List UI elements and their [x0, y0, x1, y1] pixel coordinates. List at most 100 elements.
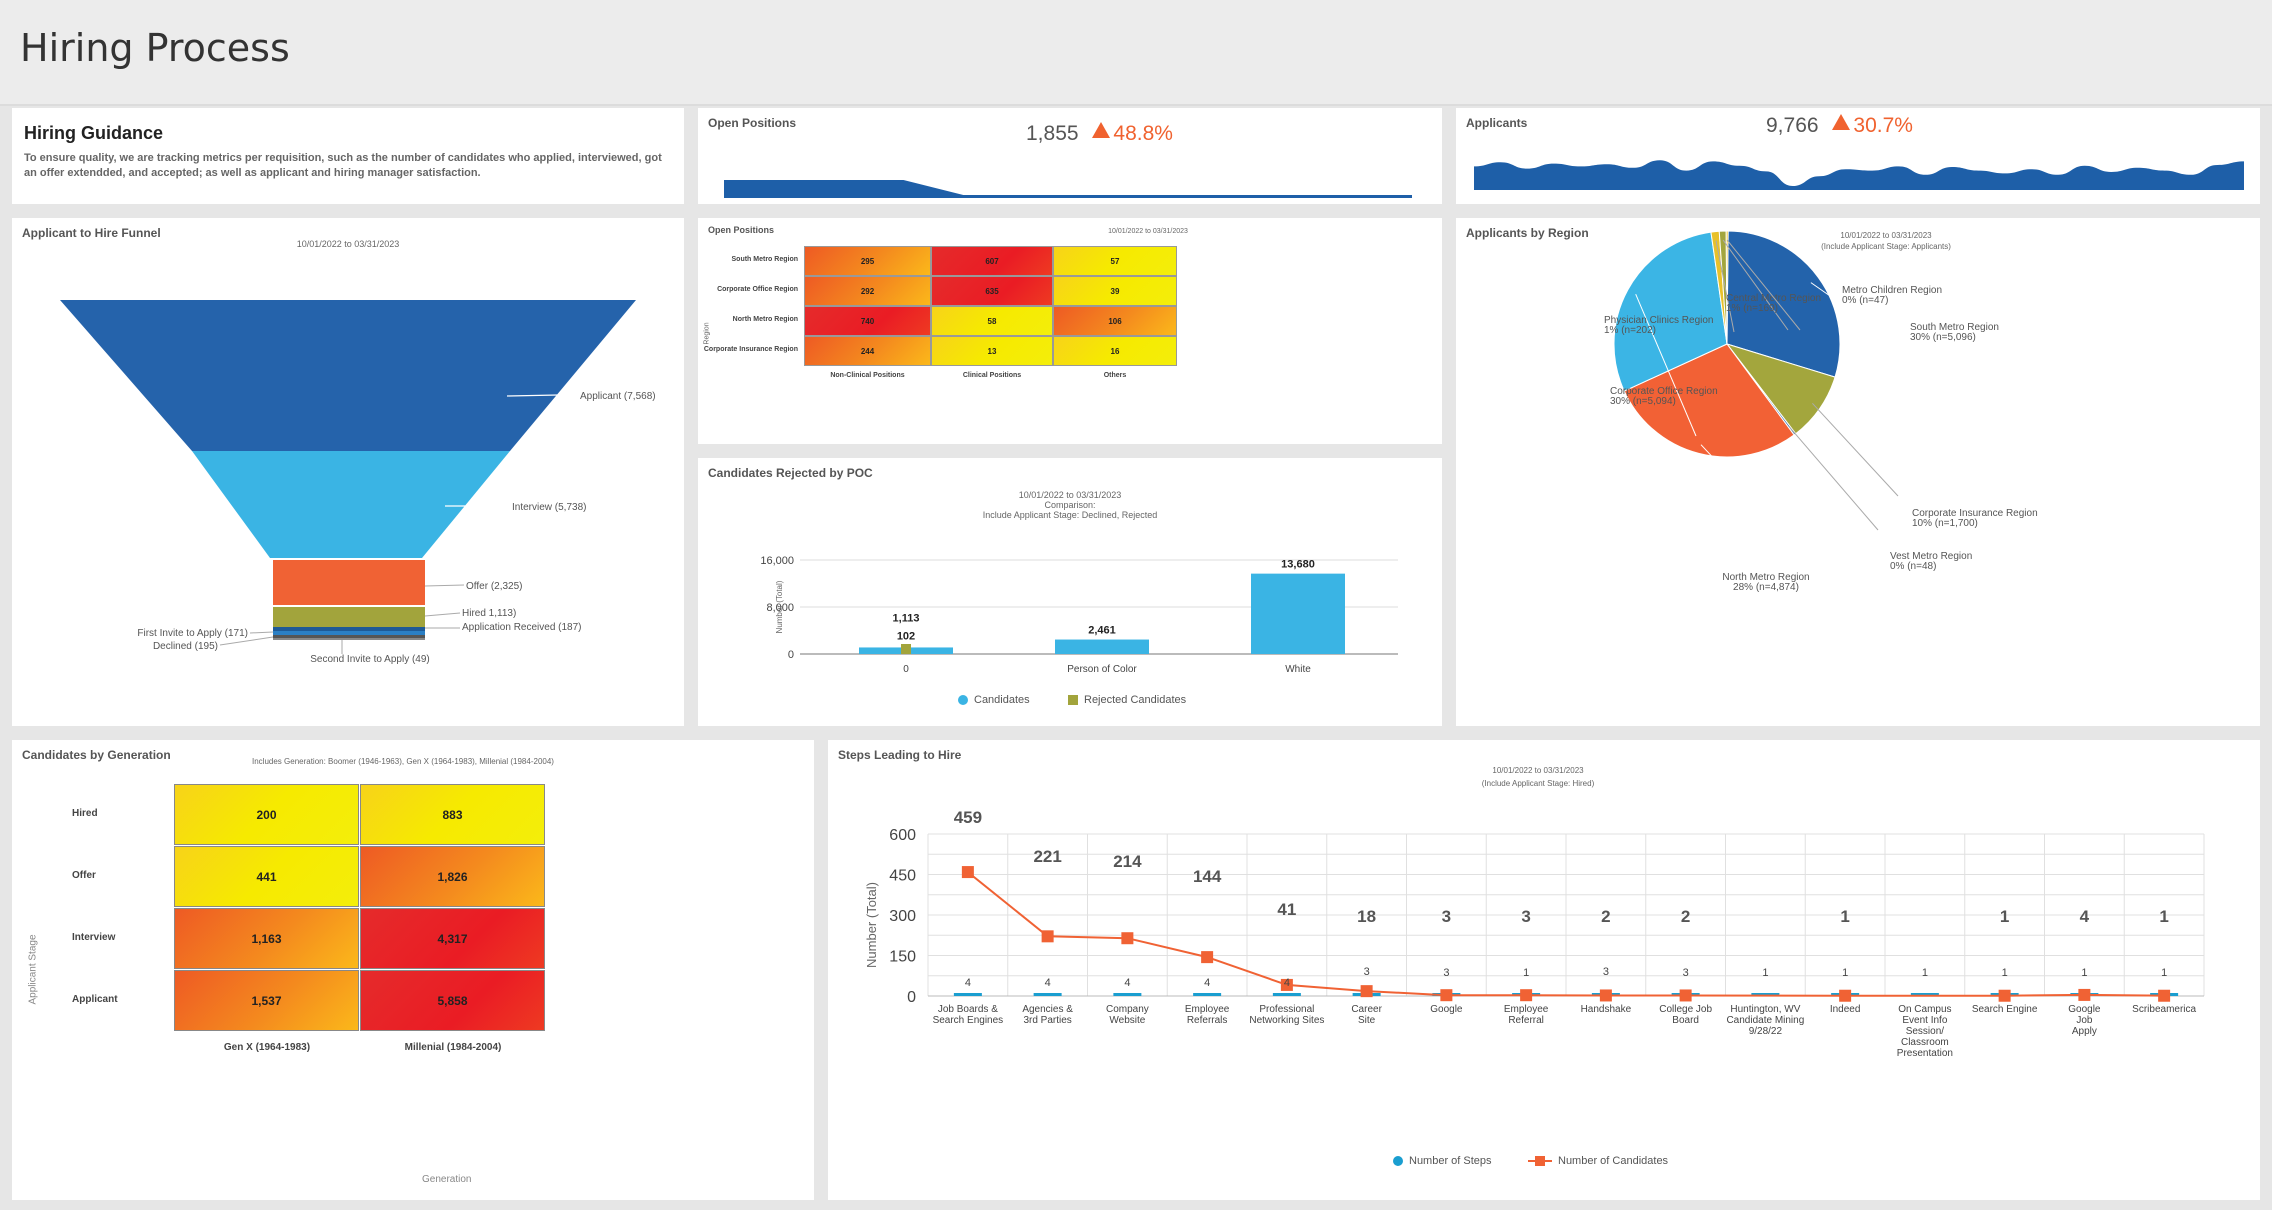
- candidates-marker: [1839, 989, 1852, 1002]
- heatmap-cell: 244: [804, 336, 931, 366]
- candidates-value-label: 221: [1033, 847, 1061, 866]
- pie-slice-value: 0% (n=47): [1842, 295, 1888, 306]
- candidates-marker: [1041, 930, 1054, 943]
- generation-cell: 1,826: [360, 846, 545, 907]
- heatmap-row-label: South Metro Region: [731, 256, 799, 263]
- funnel-label-declined: Declined (195): [153, 641, 218, 652]
- pie-slice-value: 1% (n=202): [1604, 325, 1656, 336]
- steps-chart-panel: Steps Leading to Hire 10/01/2022 to 03/3…: [828, 740, 2260, 1200]
- candidates-marker: [961, 866, 974, 879]
- candidates-value-label: 144: [1193, 867, 1222, 886]
- open-positions-value: 1,855: [1026, 122, 1079, 145]
- funnel-hired: [273, 607, 425, 627]
- candidates-value-label: 214: [1113, 852, 1142, 871]
- steps-value-label: 4: [965, 977, 971, 989]
- heatmap-cell: 39: [1053, 276, 1177, 306]
- heatmap-cell: 13: [931, 336, 1053, 366]
- funnel-chart: Applicant (7,568) Interview (5,738) Offe…: [60, 300, 656, 665]
- pie-leader-line: [1722, 239, 1789, 331]
- legend-rejected: Rejected Candidates: [1068, 694, 1186, 706]
- rejected-subtitle-line-3: Include Applicant Stage: Declined, Rejec…: [982, 510, 1158, 520]
- pie-slice: [1725, 230, 1729, 345]
- x-category-label: Company Website: [1106, 1004, 1149, 1026]
- pie-slice-name: Corporate Insurance Region: [1912, 508, 2038, 519]
- candidates-bar: [1055, 639, 1149, 654]
- steps-value-label: 4: [1204, 977, 1210, 989]
- candidates-value-label: 459: [954, 808, 982, 827]
- y-tick-label: 0: [788, 649, 794, 661]
- x-category-label: White: [1285, 664, 1311, 675]
- legend-number-of-steps: Number of Steps: [1393, 1155, 1492, 1167]
- heatmap-cell: 57: [1053, 246, 1177, 276]
- pie-slice-value: 0% (n=48): [1890, 561, 1936, 572]
- generation-column-label: Gen X (1964-1983): [223, 1042, 311, 1053]
- candidates-value-label: 2: [1601, 907, 1610, 926]
- heatmap-cell: 16: [1053, 336, 1177, 366]
- x-category-label: 0: [903, 664, 909, 675]
- funnel-declined: [273, 635, 425, 638]
- steps-value-label: 4: [1284, 977, 1290, 989]
- generation-cell: 200: [174, 784, 359, 845]
- pie-slice: [1726, 230, 1841, 378]
- page-title: Hiring Process: [20, 26, 290, 70]
- funnel-interview: [192, 451, 510, 558]
- pie-leader-line: [1810, 282, 1897, 343]
- pie-slice-name: Corporate Office Region: [1610, 386, 1718, 397]
- rejected-subtitle-line-1: 10/01/2022 to 03/31/2023: [1018, 490, 1122, 500]
- funnel-label-application-received: Application Received (187): [462, 622, 582, 633]
- x-category-label: Search Engine: [1972, 1004, 2038, 1015]
- candidates-marker: [1201, 951, 1214, 964]
- funnel-panel: Applicant to Hire Funnel 10/01/2022 to 0…: [12, 218, 684, 726]
- y-tick-label: 16,000: [760, 555, 794, 567]
- applicants-kpi-title: Applicants: [1466, 116, 1528, 130]
- funnel-label-offer: Offer (2,325): [466, 581, 523, 592]
- candidates-value-label: 2: [1681, 907, 1690, 926]
- steps-marker: [1193, 993, 1222, 996]
- pie-slice-value: 1% (n=169): [1726, 303, 1778, 314]
- heatmap-cell: 295: [804, 246, 931, 276]
- pie-slice-name: Physician Clinics Region: [1604, 315, 1714, 326]
- y-tick-label: 0: [907, 989, 916, 1006]
- funnel-offer: [273, 560, 425, 605]
- steps-value-label: 1: [1762, 967, 1768, 979]
- steps-value-label: 4: [1124, 977, 1130, 989]
- x-category-label: College Job Board: [1659, 1004, 1712, 1026]
- rejected-chart-title: Candidates Rejected by POC: [708, 466, 873, 480]
- candidates-bar-label: 2,461: [1088, 625, 1116, 637]
- candidates-marker: [1520, 989, 1533, 1002]
- pie-slice-name: Central Metro Region: [1726, 293, 1821, 304]
- applicants-kpi-panel: Applicants 9,766 30.7%: [1456, 108, 2260, 204]
- legend-steps-swatch: [1393, 1156, 1403, 1166]
- pie-slice-value: 10% (n=1,700): [1912, 518, 1978, 529]
- generation-cell: 441: [174, 846, 359, 907]
- region-pie-title: Applicants by Region: [1466, 226, 1589, 240]
- steps-value-label: 1: [2002, 967, 2008, 979]
- candidates-value-label: 3: [1521, 907, 1530, 926]
- steps-subtitle-line-2: (Include Applicant Stage: Hired): [1481, 779, 1595, 788]
- legend-number-of-candidates: Number of Candidates: [1528, 1155, 1668, 1167]
- pie-leader-line: [1789, 426, 1879, 531]
- x-category-label: Agencies & 3rd Parties: [1022, 1004, 1073, 1026]
- generation-title: Candidates by Generation: [22, 748, 171, 762]
- pie-slice: [1623, 343, 1795, 458]
- candidates-value-label: 18: [1357, 907, 1376, 926]
- candidates-line: [967, 871, 2165, 997]
- steps-value-label: 3: [1683, 967, 1689, 979]
- funnel-label-applicant: Applicant (7,568): [580, 391, 656, 402]
- funnel-label-second-invite: Second Invite to Apply (49): [310, 654, 430, 665]
- x-category-label: On Campus Event Info Session/Classroom Pres…: [1897, 1004, 1953, 1059]
- candidates-bar-label: 1,113: [893, 612, 920, 624]
- steps-value-label: 3: [1364, 966, 1370, 978]
- heatmap-column-label: Non-Clinical Positions: [830, 372, 905, 379]
- candidates-marker: [1121, 932, 1134, 945]
- funnel-second-invite: [273, 638, 425, 640]
- x-category-label: Google Job Apply: [2068, 1004, 2101, 1037]
- generation-cell: 5,858: [360, 970, 545, 1031]
- pie-leader-line: [1635, 294, 1697, 437]
- x-category-label: Employee Referrals: [1185, 1004, 1230, 1026]
- generation-row-label: Interview: [72, 932, 116, 943]
- candidates-marker: [1679, 989, 1692, 1002]
- candidates-value-label: 1: [2000, 907, 2009, 926]
- steps-value-label: 3: [1443, 967, 1449, 979]
